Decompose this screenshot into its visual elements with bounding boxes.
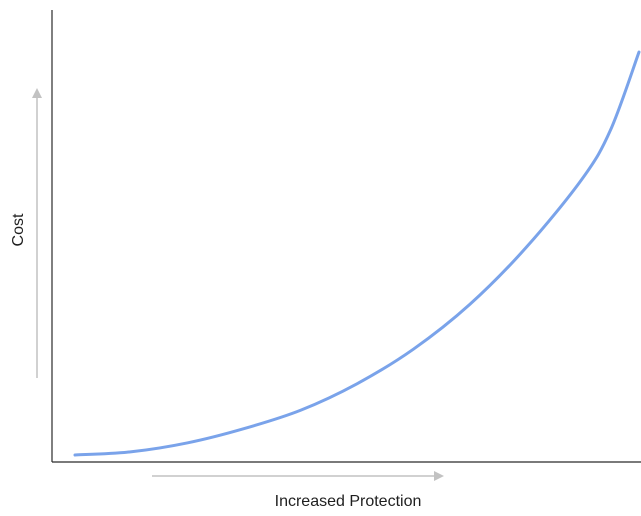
x-axis-label: Increased Protection [275,493,422,510]
cost-curve [73,50,641,457]
y-axis-label: Cost [10,213,27,246]
